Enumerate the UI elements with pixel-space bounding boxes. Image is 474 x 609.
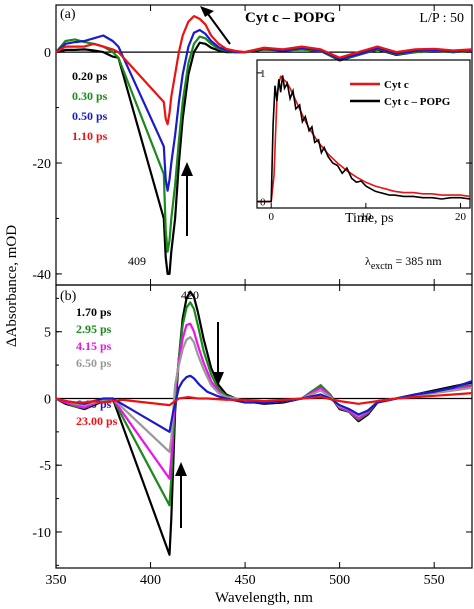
x-tick-label: 350: [46, 573, 67, 588]
panel-a-label: (a): [60, 7, 76, 22]
legend-entry: 1.70 ps: [76, 305, 112, 319]
inset-x-tick-label: 20: [455, 211, 467, 223]
y-tick-label: -20: [32, 157, 51, 172]
legend-entry: 0.30 ps: [72, 89, 108, 103]
series-1-70-ps: [55, 290, 473, 556]
legend-entry: 4.15 ps: [76, 339, 112, 353]
arrow-up-b: [175, 462, 187, 528]
x-tick-label: 550: [424, 573, 445, 588]
y-tick-label: 5: [44, 326, 51, 341]
x-tick-label: 450: [235, 573, 256, 588]
y-tick-label: -10: [32, 526, 51, 541]
panel-a-title: Cyt c – POPG: [245, 10, 336, 26]
panel-a-corner-text: L/P : 50: [419, 11, 464, 26]
inset-x-label: Time, ps: [345, 211, 394, 226]
series-1-10-ps: [55, 15, 473, 126]
inset-legend-label: Cyt c – POPG: [384, 96, 451, 108]
panel-a-legend: 0.20 ps 0.30 ps 0.50 ps 1.10 ps: [72, 69, 108, 143]
legend-entry: 1.10 ps: [72, 129, 108, 143]
inset-frame: [256, 59, 471, 209]
inset-chart: 0 10 20 0 1 Time, ps Cyt c Cyt c – POPG: [256, 59, 471, 226]
y-tick-label: -5: [39, 459, 51, 474]
series-2-95-ps: [55, 301, 473, 507]
y-axis-label: ΔAbsorbance, mOD: [4, 225, 20, 347]
arrow-down-b: [212, 322, 224, 386]
y-tick-label: 0: [44, 392, 51, 407]
x-tick-label: 500: [329, 573, 350, 588]
legend-entry: 0.20 ps: [72, 69, 108, 83]
legend-entry: 6.50 ps: [76, 356, 112, 370]
inset-x-tick-label: 10: [360, 211, 372, 223]
inset-series-Cyt-c-POPG: [257, 75, 471, 203]
panel-b-label: (b): [60, 289, 77, 304]
inset-legend-label: Cyt c: [384, 79, 409, 91]
inset-y-tick-label: 1: [260, 68, 266, 80]
series-6-90-ps: [55, 374, 473, 433]
arrow-diag-a: [200, 6, 231, 45]
inset-x-tick-label: 0: [268, 211, 274, 223]
panel-a-excitation-label: λexctn = 385 nm: [365, 254, 442, 272]
series-6-50-ps: [55, 336, 473, 453]
inset-y-tick-label: 0: [260, 197, 266, 209]
legend-entry: 0.50 ps: [72, 109, 108, 123]
x-axis: 350 400 450 500 550: [46, 573, 445, 588]
legend-entry: 23.00 ps: [76, 414, 118, 428]
y-tick-label: 0: [44, 46, 51, 61]
panel-a-peak-label: 409: [128, 254, 146, 268]
legend-entry: 2.95 ps: [76, 322, 112, 336]
x-axis-label: Wavelength, nm: [215, 590, 313, 606]
panel-b-peak-label: 420: [181, 288, 199, 302]
panel-a: (a) Cyt c – POPG L/P : 50 0 -20 -40 0.20 p…: [32, 4, 473, 286]
arrow-up-a: [181, 162, 193, 236]
inset-legend: Cyt c Cyt c – POPG: [350, 79, 451, 108]
series-23-00-ps: [55, 392, 473, 407]
series-0-50-ps: [55, 28, 473, 192]
y-tick-label: -40: [32, 268, 51, 283]
x-tick-label: 400: [140, 573, 161, 588]
panel-b-frame: [55, 284, 473, 569]
panel-b: (b) 5 0 -5 -10 1.70 ps 2.95 ps 4.15 ps 6.50 ps…: [32, 284, 473, 569]
